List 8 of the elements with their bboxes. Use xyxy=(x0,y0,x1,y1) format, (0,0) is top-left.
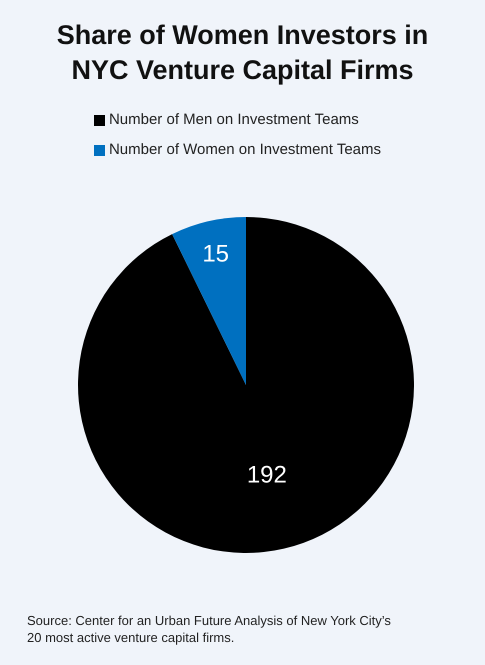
data-label: 192 xyxy=(246,462,287,489)
pie-slice xyxy=(78,217,414,553)
chart-title: Share of Women Investors in NYC Venture Capital Firms xyxy=(56,19,430,87)
source-note: Source: Center for an Urban Future Analysis of New York City’s 20 most active venture capital firms. xyxy=(27,612,392,646)
legend-label: Number of Women on Investment Teams xyxy=(108,141,382,158)
data-label: 15 xyxy=(202,240,230,268)
legend-label: Number of Men on Investment Teams xyxy=(108,111,359,128)
pie-slice xyxy=(172,217,246,385)
